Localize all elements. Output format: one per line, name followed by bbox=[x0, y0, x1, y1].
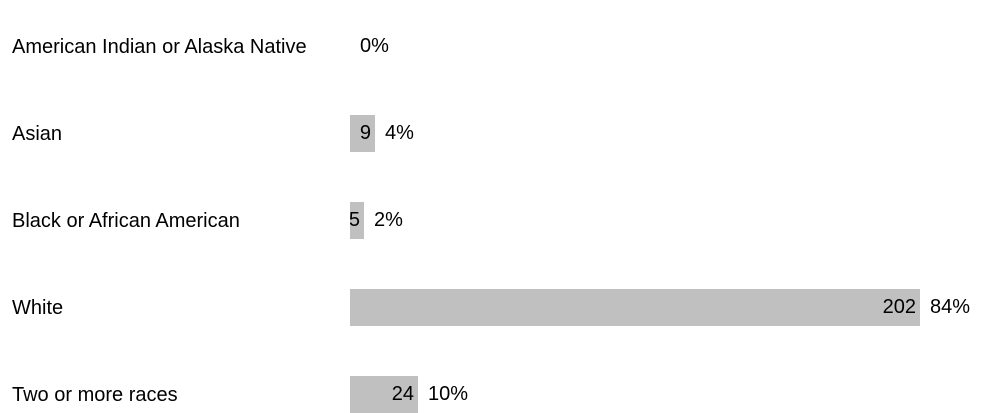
category-label: Black or African American bbox=[12, 209, 240, 232]
category-label: Asian bbox=[12, 122, 63, 145]
percent-label: 2% bbox=[374, 209, 403, 231]
percent-label: 84% bbox=[930, 296, 971, 318]
bar-value-label: 24 bbox=[391, 383, 414, 405]
category-label: White bbox=[12, 296, 64, 319]
category-label: Two or more races bbox=[12, 383, 178, 406]
bar: 202 bbox=[350, 289, 920, 326]
bar: 5 bbox=[350, 202, 364, 239]
category-label: American Indian or Alaska Native bbox=[12, 35, 307, 58]
percent-label: 10% bbox=[428, 383, 469, 405]
percent-label: 0% bbox=[360, 35, 389, 57]
percent-label: 4% bbox=[385, 122, 414, 144]
bar-value-label: 5 bbox=[350, 209, 360, 231]
bar-value-label: 202 bbox=[882, 296, 916, 318]
bar: 24 bbox=[350, 376, 418, 413]
bar-value-label: 9 bbox=[359, 122, 371, 144]
bar: 9 bbox=[350, 115, 375, 152]
